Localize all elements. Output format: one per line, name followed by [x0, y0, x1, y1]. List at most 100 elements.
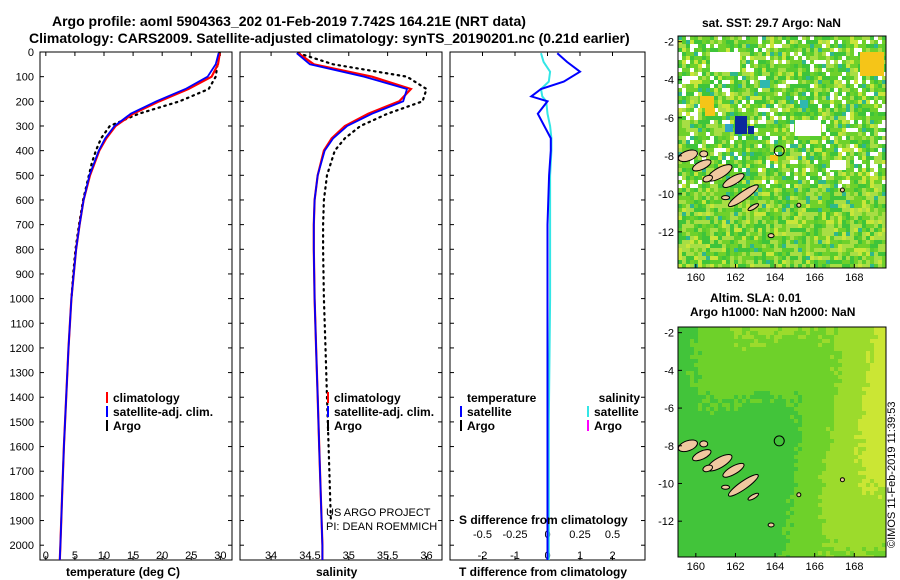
heatmap-cell: [730, 116, 735, 121]
heatmap-cell: [858, 435, 863, 440]
heatmap-cell: [850, 136, 855, 141]
heatmap-cell: [754, 347, 759, 352]
heatmap-cell: [862, 419, 867, 424]
heatmap-cell: [694, 196, 699, 201]
heatmap-cell: [742, 164, 747, 169]
heatmap-cell: [858, 152, 863, 157]
heatmap-cell: [770, 176, 775, 181]
heatmap-cell: [782, 128, 787, 133]
heatmap-cell: [742, 148, 747, 153]
heatmap-cell: [814, 56, 819, 61]
heatmap-cell: [786, 140, 791, 145]
heatmap-cell: [830, 260, 835, 265]
heatmap-cell: [714, 228, 719, 233]
heatmap-cell: [838, 379, 843, 384]
heatmap-cell: [810, 447, 815, 452]
heatmap-cell: [854, 76, 859, 81]
heatmap-cell: [842, 76, 847, 81]
heatmap-cell: [866, 120, 871, 125]
heatmap-cell: [766, 204, 771, 209]
heatmap-cell: [870, 88, 875, 93]
heatmap-cell: [802, 172, 807, 177]
heatmap-cell: [814, 351, 819, 356]
heatmap-cell: [742, 56, 747, 61]
heatmap-cell: [678, 439, 683, 444]
heatmap-cell: [838, 383, 843, 388]
heatmap-cell: [742, 136, 747, 141]
heatmap-cell: [714, 419, 719, 424]
heatmap-cell: [718, 36, 723, 41]
heatmap-cell: [882, 252, 886, 257]
heatmap-cell: [790, 367, 795, 372]
heatmap-cell: [774, 343, 779, 348]
heatmap-cell: [730, 140, 735, 145]
heatmap-cell: [870, 367, 875, 372]
heatmap-cell: [818, 248, 823, 253]
heatmap-cell: [706, 363, 711, 368]
heatmap-cell: [810, 40, 815, 45]
heatmap-cell: [706, 264, 711, 268]
heatmap-cell: [714, 120, 719, 125]
heatmap-cell: [734, 343, 739, 348]
heatmap-cell: [742, 68, 747, 73]
heatmap-cell: [806, 220, 811, 225]
heatmap-cell: [878, 264, 883, 268]
heatmap-cell: [794, 435, 799, 440]
heatmap-cell: [850, 232, 855, 237]
heatmap-cell: [838, 228, 843, 233]
heatmap-cell: [822, 355, 827, 360]
heatmap-cell: [754, 447, 759, 452]
heatmap-cell: [846, 208, 851, 213]
heatmap-cell: [766, 371, 771, 376]
heatmap-cell: [818, 88, 823, 93]
heatmap-cell: [678, 419, 683, 424]
heatmap-cell: [714, 156, 719, 161]
heatmap-cell: [790, 52, 795, 57]
heatmap-cell: [782, 80, 787, 85]
heatmap-cell: [866, 112, 871, 117]
heatmap-cell: [718, 224, 723, 229]
heatmap-cell: [738, 100, 743, 105]
heatmap-cell: [882, 256, 886, 261]
heatmap-cell: [766, 256, 771, 261]
heatmap-cell: [834, 96, 839, 101]
heatmap-cell: [830, 347, 835, 352]
heatmap-cell: [726, 96, 731, 101]
heatmap-cell: [846, 192, 851, 197]
heatmap-cell: [846, 108, 851, 113]
heatmap-cell: [730, 447, 735, 452]
heatmap-cell: [846, 112, 851, 117]
heatmap-cell: [862, 256, 867, 261]
heatmap-cell: [722, 92, 727, 97]
heatmap-cell: [678, 136, 683, 141]
heatmap-cell: [818, 156, 823, 161]
heatmap-cell: [734, 447, 739, 452]
heatmap-cell: [866, 152, 871, 157]
heatmap-cell: [838, 212, 843, 217]
heatmap-cell: [770, 443, 775, 448]
heatmap-cell: [762, 92, 767, 97]
heatmap-cell: [690, 128, 695, 133]
heatmap-cell: [762, 72, 767, 77]
heatmap-cell: [782, 96, 787, 101]
heatmap-cell: [694, 140, 699, 145]
heatmap-cell: [722, 128, 727, 133]
lon-tick-label: 166: [806, 272, 824, 284]
heatmap-cell: [798, 148, 803, 153]
heatmap-cell: [718, 240, 723, 245]
heatmap-cell: [774, 212, 779, 217]
heatmap-cell: [762, 204, 767, 209]
heatmap-cell: [814, 423, 819, 428]
heatmap-cell: [694, 56, 699, 61]
heatmap-cell: [842, 383, 847, 388]
heatmap-cell: [866, 36, 871, 41]
heatmap-cell: [770, 447, 775, 452]
heatmap-cell: [818, 192, 823, 197]
heatmap-cell: [766, 220, 771, 225]
heatmap-cell: [686, 351, 691, 356]
heatmap-cell: [786, 248, 791, 253]
heatmap-cell: [782, 200, 787, 205]
heatmap-cell: [778, 383, 783, 388]
heatmap-cell: [846, 371, 851, 376]
depth-tick-label: 800: [16, 244, 34, 256]
